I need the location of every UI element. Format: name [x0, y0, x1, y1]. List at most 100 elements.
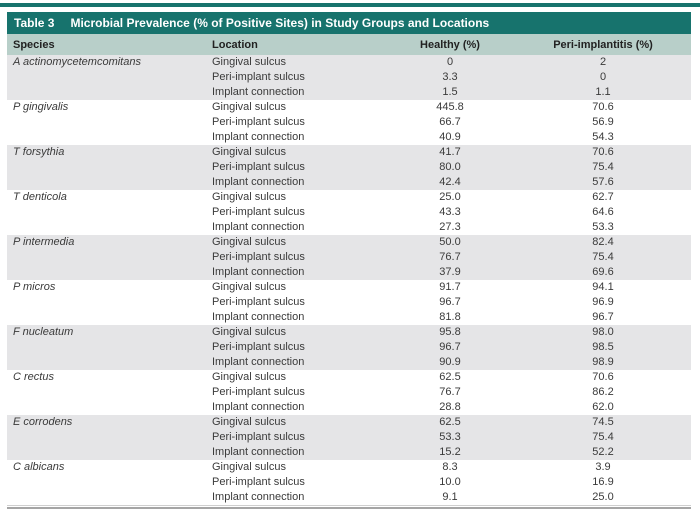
peri-implantitis-value-cell: 16.9 [592, 476, 614, 488]
species-group: F nucleatum Gingival sulcus 95.8 98.0 Peri-i… [7, 325, 691, 370]
species-group: E corrodens Gingival sulcus 62.5 74.5 Peri-i… [7, 415, 691, 460]
table-row: E corrodens Gingival sulcus 62.5 74.5 [7, 415, 691, 430]
peri-implantitis-value-cell: 25.0 [592, 491, 614, 503]
healthy-value-cell: 76.7 [439, 251, 461, 263]
peri-implantitis-value-cell: 70.6 [592, 101, 614, 113]
location-cell: Gingival sulcus [212, 101, 286, 113]
location-cell: Gingival sulcus [212, 146, 286, 158]
table-row: Peri-implant sulcus 3.3 0 [7, 70, 691, 85]
healthy-value-cell: 80.0 [439, 161, 461, 173]
species-cell [7, 250, 205, 265]
species-cell [7, 475, 205, 490]
location-cell: Peri-implant sulcus [212, 341, 305, 353]
location-cell: Gingival sulcus [212, 326, 286, 338]
peri-implantitis-value-cell: 98.0 [592, 326, 614, 338]
healthy-value-cell: 15.2 [439, 446, 461, 458]
table-body: A actinomycetemcomitans Gingival sulcus 0 2… [7, 55, 691, 505]
healthy-value-cell: 96.7 [439, 296, 461, 308]
table-row: Peri-implant sulcus 66.7 56.9 [7, 115, 691, 130]
table-row: Implant connection 37.9 69.6 [7, 265, 691, 280]
table-row: A actinomycetemcomitans Gingival sulcus 0 2 [7, 55, 691, 70]
location-cell: Peri-implant sulcus [212, 116, 305, 128]
healthy-value-cell: 91.7 [439, 281, 461, 293]
species-group: P micros Gingival sulcus 91.7 94.1 Peri-impl… [7, 280, 691, 325]
peri-implantitis-value-cell: 82.4 [592, 236, 614, 248]
healthy-value-cell: 10.0 [439, 476, 461, 488]
peri-implantitis-value-cell: 69.6 [592, 266, 614, 278]
table-number-label: Table 3 [14, 16, 55, 30]
species-cell [7, 220, 205, 235]
bottom-rule-thin [7, 505, 691, 506]
species-cell [7, 70, 205, 85]
species-group: C albicans Gingival sulcus 8.3 3.9 Peri-impl… [7, 460, 691, 505]
table-row: P intermedia Gingival sulcus 50.0 82.4 [7, 235, 691, 250]
healthy-value-cell: 81.8 [439, 311, 461, 323]
species-cell [7, 265, 205, 280]
healthy-value-cell: 66.7 [439, 116, 461, 128]
peri-implantitis-value-cell: 56.9 [592, 116, 614, 128]
peri-implantitis-value-cell: 98.5 [592, 341, 614, 353]
peri-implantitis-value-cell: 75.4 [592, 161, 614, 173]
species-cell [7, 355, 205, 370]
table-row: P gingivalis Gingival sulcus 445.8 70.6 [7, 100, 691, 115]
table-row: Peri-implant sulcus 53.3 75.4 [7, 430, 691, 445]
bottom-rule-thick [7, 507, 691, 509]
column-header-row: Species Location Healthy (%) Peri-implan… [7, 34, 691, 55]
column-header-healthy: Healthy (%) [420, 38, 480, 51]
species-cell [7, 445, 205, 460]
healthy-value-cell: 25.0 [439, 191, 461, 203]
location-cell: Implant connection [212, 131, 305, 143]
peri-implantitis-value-cell: 74.5 [592, 416, 614, 428]
healthy-value-cell: 53.3 [439, 431, 461, 443]
healthy-value-cell: 95.8 [439, 326, 461, 338]
healthy-value-cell: 76.7 [439, 386, 461, 398]
location-cell: Peri-implant sulcus [212, 161, 305, 173]
location-cell: Implant connection [212, 401, 305, 413]
location-cell: Implant connection [212, 176, 305, 188]
healthy-value-cell: 90.9 [439, 356, 461, 368]
species-cell [7, 400, 205, 415]
location-cell: Implant connection [212, 311, 305, 323]
species-cell [7, 85, 205, 100]
species-cell [7, 130, 205, 145]
location-cell: Implant connection [212, 446, 305, 458]
table-row: Implant connection 9.1 25.0 [7, 490, 691, 505]
peri-implantitis-value-cell: 62.7 [592, 191, 614, 203]
species-group: A actinomycetemcomitans Gingival sulcus 0 2… [7, 55, 691, 100]
species-group: T denticola Gingival sulcus 25.0 62.7 Peri-i… [7, 190, 691, 235]
peri-implantitis-value-cell: 52.2 [592, 446, 614, 458]
peri-implantitis-value-cell: 96.7 [592, 311, 614, 323]
species-cell [7, 115, 205, 130]
location-cell: Implant connection [212, 86, 305, 98]
healthy-value-cell: 40.9 [439, 131, 461, 143]
peri-implantitis-value-cell: 70.6 [592, 371, 614, 383]
peri-implantitis-value-cell: 54.3 [592, 131, 614, 143]
species-cell [7, 340, 205, 355]
table-row: Peri-implant sulcus 43.3 64.6 [7, 205, 691, 220]
location-cell: Gingival sulcus [212, 56, 286, 68]
location-cell: Peri-implant sulcus [212, 386, 305, 398]
location-cell: Peri-implant sulcus [212, 431, 305, 443]
table-row: Peri-implant sulcus 96.7 96.9 [7, 295, 691, 310]
table-row: P micros Gingival sulcus 91.7 94.1 [7, 280, 691, 295]
peri-implantitis-value-cell: 75.4 [592, 251, 614, 263]
table-row: F nucleatum Gingival sulcus 95.8 98.0 [7, 325, 691, 340]
healthy-value-cell: 96.7 [439, 341, 461, 353]
location-cell: Implant connection [212, 491, 305, 503]
table-row: Implant connection 81.8 96.7 [7, 310, 691, 325]
healthy-value-cell: 445.8 [436, 101, 464, 113]
peri-implantitis-value-cell: 57.6 [592, 176, 614, 188]
healthy-value-cell: 3.3 [442, 71, 458, 83]
peri-implantitis-value-cell: 94.1 [592, 281, 614, 293]
table-row: T forsythia Gingival sulcus 41.7 70.6 [7, 145, 691, 160]
table-row: Peri-implant sulcus 76.7 75.4 [7, 250, 691, 265]
location-cell: Gingival sulcus [212, 371, 286, 383]
table-row: T denticola Gingival sulcus 25.0 62.7 [7, 190, 691, 205]
location-cell: Peri-implant sulcus [212, 71, 305, 83]
table-row: Implant connection 28.8 62.0 [7, 400, 691, 415]
table-title: Microbial Prevalence (% of Positive Site… [70, 16, 490, 30]
species-cell: A actinomycetemcomitans [13, 56, 141, 68]
healthy-value-cell: 62.5 [439, 416, 461, 428]
species-cell: E corrodens [13, 416, 73, 428]
